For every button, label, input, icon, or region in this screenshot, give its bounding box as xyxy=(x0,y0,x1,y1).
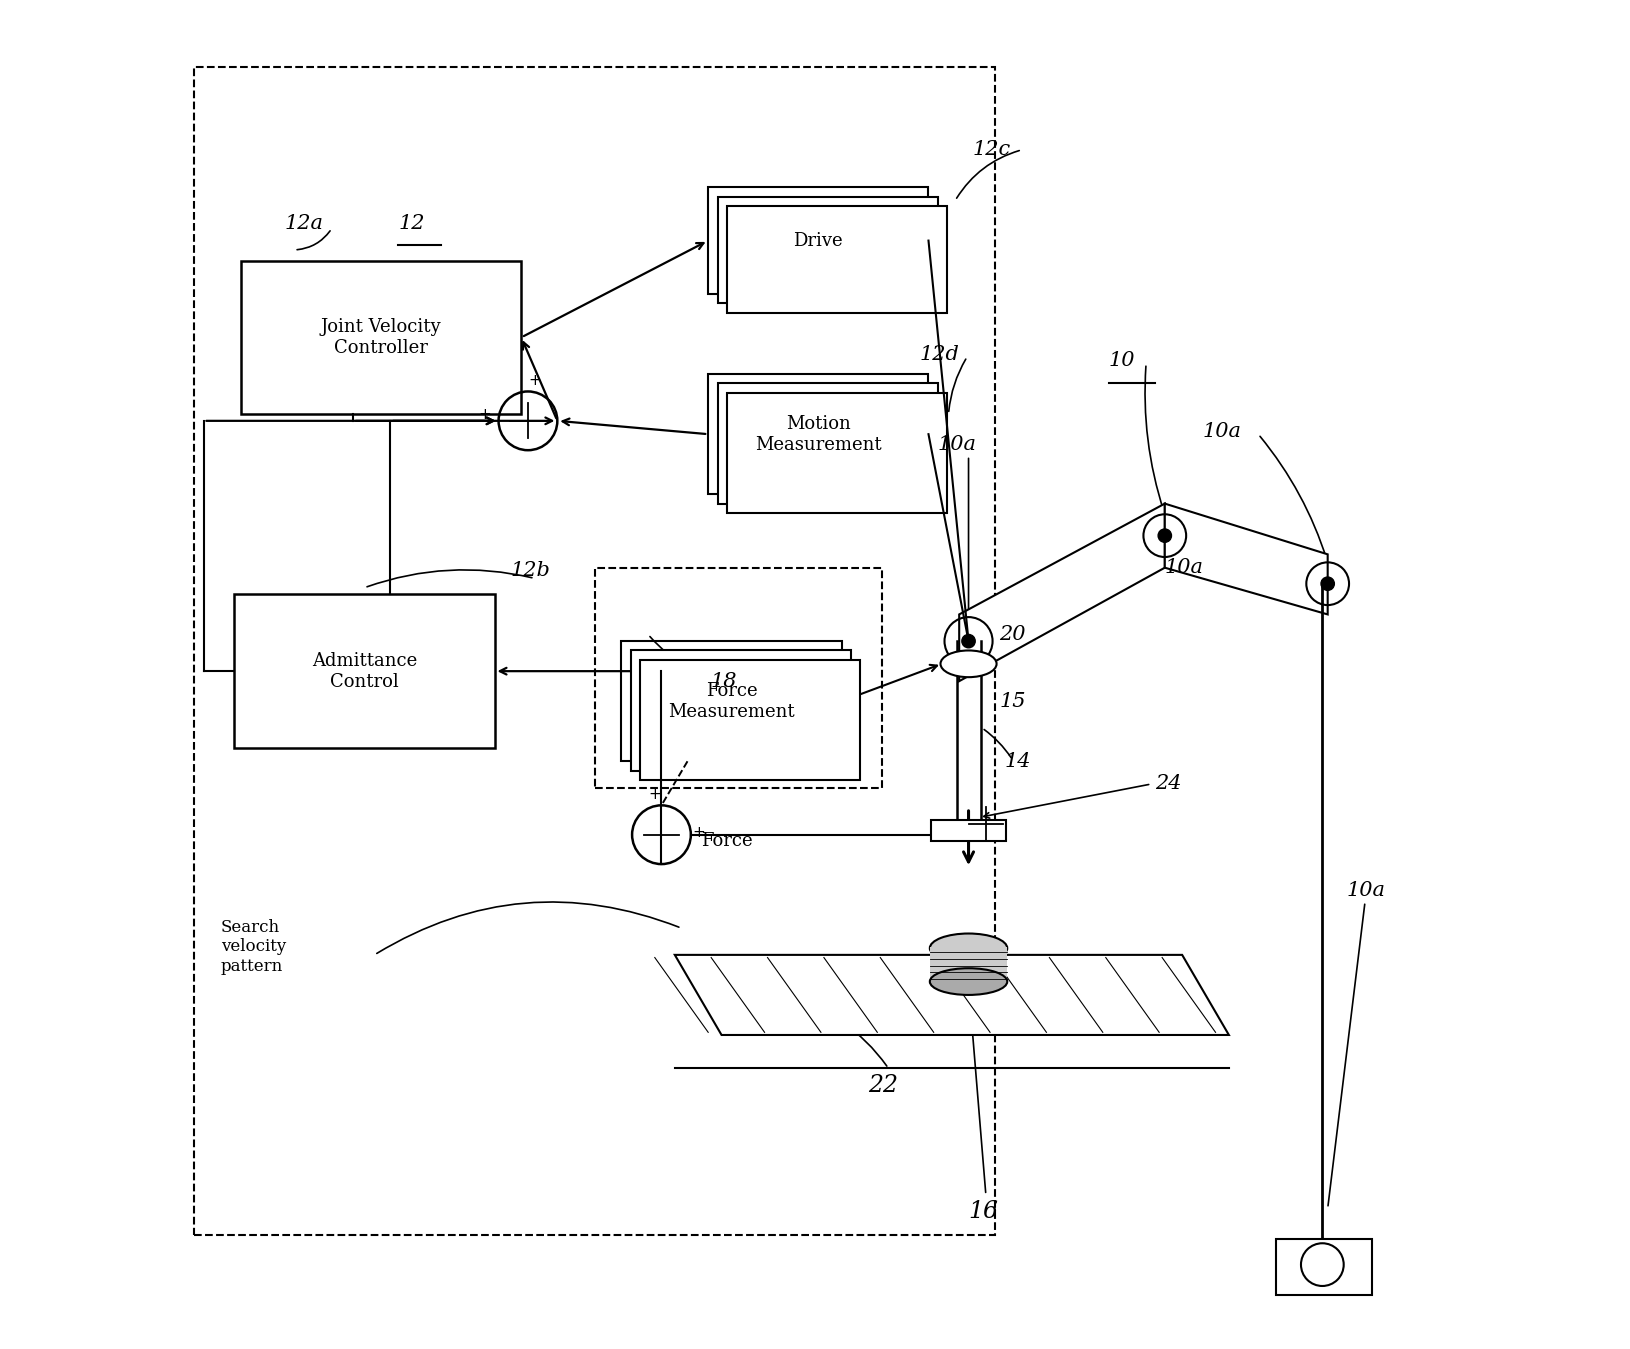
Circle shape xyxy=(962,634,975,648)
FancyBboxPatch shape xyxy=(707,374,929,494)
FancyBboxPatch shape xyxy=(717,383,937,503)
Text: 24: 24 xyxy=(1156,774,1182,793)
Text: Force: Force xyxy=(701,832,753,850)
Bar xyxy=(929,947,1007,982)
Text: Search
velocity
pattern: Search velocity pattern xyxy=(222,919,287,975)
FancyBboxPatch shape xyxy=(727,393,947,513)
Polygon shape xyxy=(675,955,1229,1035)
Polygon shape xyxy=(1165,503,1328,614)
Text: Joint Velocity
Controller: Joint Velocity Controller xyxy=(321,318,442,356)
Ellipse shape xyxy=(929,934,1007,963)
Text: 10: 10 xyxy=(1108,351,1134,370)
FancyBboxPatch shape xyxy=(727,206,947,313)
Text: 16: 16 xyxy=(968,1199,999,1222)
FancyBboxPatch shape xyxy=(631,650,851,770)
Bar xyxy=(1276,1240,1372,1295)
Ellipse shape xyxy=(941,650,996,677)
Polygon shape xyxy=(958,503,1165,681)
Text: Admittance
Control: Admittance Control xyxy=(311,652,417,691)
Text: 12c: 12c xyxy=(973,140,1011,159)
Text: 12a: 12a xyxy=(285,213,324,233)
Text: +: + xyxy=(693,824,706,839)
FancyBboxPatch shape xyxy=(621,641,841,761)
Text: 10a: 10a xyxy=(937,436,976,455)
Text: 14: 14 xyxy=(1004,751,1032,770)
Text: 10a: 10a xyxy=(1203,422,1240,441)
Circle shape xyxy=(1320,577,1335,591)
Text: Force
Measurement: Force Measurement xyxy=(668,681,795,720)
FancyBboxPatch shape xyxy=(641,660,861,780)
Text: Drive: Drive xyxy=(794,232,843,250)
Text: 12d: 12d xyxy=(919,344,958,364)
Text: 10a: 10a xyxy=(1346,881,1386,900)
Text: +: + xyxy=(528,374,541,389)
Ellipse shape xyxy=(929,969,1007,996)
Text: 10a: 10a xyxy=(1165,558,1205,577)
FancyBboxPatch shape xyxy=(235,595,494,747)
Text: 18: 18 xyxy=(711,672,737,691)
Circle shape xyxy=(1159,529,1172,542)
Text: 12: 12 xyxy=(398,213,425,233)
Bar xyxy=(194,67,996,1236)
Text: 15: 15 xyxy=(999,692,1025,711)
Text: +: + xyxy=(649,788,662,803)
FancyBboxPatch shape xyxy=(241,260,522,414)
Bar xyxy=(595,568,882,788)
Text: +: + xyxy=(479,406,492,422)
FancyBboxPatch shape xyxy=(707,188,929,294)
Text: 12b: 12b xyxy=(510,561,551,580)
Text: Motion
Measurement: Motion Measurement xyxy=(755,414,882,453)
FancyBboxPatch shape xyxy=(717,197,937,304)
Text: 22: 22 xyxy=(869,1074,898,1097)
Text: 20: 20 xyxy=(999,625,1025,643)
Bar xyxy=(931,820,1006,842)
